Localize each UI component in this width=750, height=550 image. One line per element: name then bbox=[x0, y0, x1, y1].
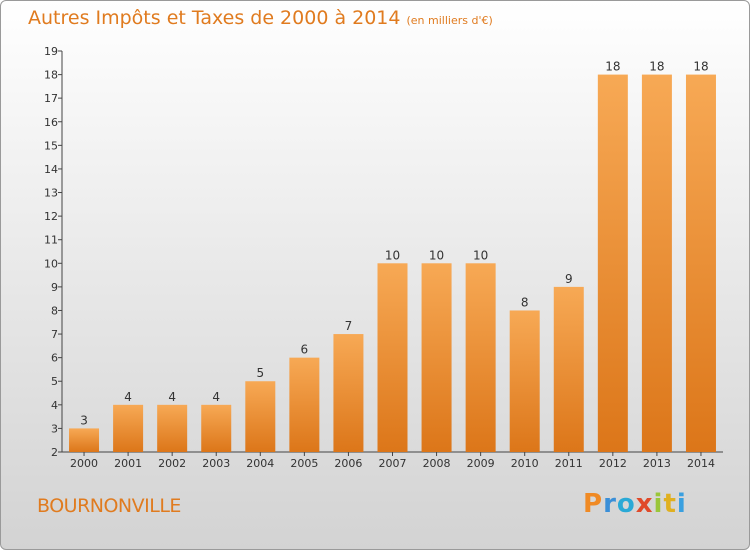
bar-2002 bbox=[157, 404, 188, 452]
y-tick-label: 16 bbox=[44, 116, 58, 129]
x-tick-label: 2009 bbox=[467, 457, 495, 470]
bar-2005 bbox=[289, 357, 320, 452]
data-label-2002: 4 bbox=[168, 390, 176, 404]
bar-2011 bbox=[553, 286, 584, 452]
chart-bars bbox=[69, 74, 716, 453]
bar-2010 bbox=[509, 310, 540, 452]
x-tick-label: 2013 bbox=[643, 457, 671, 470]
data-label-2004: 5 bbox=[256, 366, 264, 380]
data-label-2001: 4 bbox=[124, 390, 132, 404]
chart-title: Autres Impôts et Taxes de 2000 à 2014 (en… bbox=[28, 7, 493, 29]
data-label-2014: 18 bbox=[693, 60, 708, 74]
y-tick-label: 13 bbox=[44, 187, 58, 200]
x-tick-label: 2002 bbox=[158, 457, 186, 470]
x-tick-label: 2012 bbox=[599, 457, 627, 470]
bar-2006 bbox=[333, 334, 364, 452]
bar-2001 bbox=[113, 404, 144, 452]
bar-2003 bbox=[201, 404, 232, 452]
data-label-2007: 10 bbox=[385, 248, 400, 262]
data-label-2010: 8 bbox=[521, 295, 529, 309]
x-tick-label: 2006 bbox=[334, 457, 362, 470]
y-tick-label: 12 bbox=[44, 210, 58, 223]
bar-2012 bbox=[597, 74, 628, 453]
chart-data-labels: 3 4 4 4 5 6 7 10 10 10 8 9 18 18 18 bbox=[80, 60, 708, 428]
x-tick-label: 2004 bbox=[246, 457, 274, 470]
bar-2007 bbox=[377, 263, 408, 452]
x-tick-label: 2014 bbox=[687, 457, 715, 470]
data-label-2006: 7 bbox=[345, 319, 353, 333]
logo-letter: x bbox=[635, 489, 654, 519]
y-tick-label: 9 bbox=[51, 281, 58, 294]
logo-letter: i bbox=[676, 489, 687, 519]
bar-2004 bbox=[245, 381, 276, 452]
bar-2013 bbox=[641, 74, 672, 453]
x-tick-label: 2008 bbox=[423, 457, 451, 470]
y-tick-label: 18 bbox=[44, 69, 58, 82]
chart-subtitle: (en milliers d'€) bbox=[406, 14, 493, 27]
x-tick-label: 2000 bbox=[70, 457, 98, 470]
data-label-2013: 18 bbox=[649, 60, 664, 74]
data-label-2003: 4 bbox=[212, 390, 220, 404]
y-tick-label: 8 bbox=[51, 304, 58, 317]
data-label-2000: 3 bbox=[80, 413, 88, 427]
x-tick-label: 2007 bbox=[379, 457, 407, 470]
y-tick-label: 2 bbox=[51, 446, 58, 459]
y-tick-label: 19 bbox=[44, 45, 58, 58]
bar-2000 bbox=[69, 428, 100, 452]
y-tick-label: 7 bbox=[51, 328, 58, 341]
y-tick-label: 14 bbox=[44, 163, 58, 176]
logo-letter: o bbox=[616, 489, 636, 519]
x-tick-label: 2011 bbox=[555, 457, 583, 470]
bar-2008 bbox=[421, 263, 452, 452]
bar-2014 bbox=[685, 74, 716, 453]
logo-letter: r bbox=[603, 489, 617, 519]
y-tick-label: 11 bbox=[44, 234, 58, 247]
data-label-2005: 6 bbox=[301, 343, 309, 357]
y-tick-label: 4 bbox=[51, 399, 58, 412]
x-tick-label: 2001 bbox=[114, 457, 142, 470]
data-label-2011: 9 bbox=[565, 272, 573, 286]
y-tick-label: 3 bbox=[51, 422, 58, 435]
chart-title-text: Autres Impôts et Taxes de 2000 à 2014 bbox=[28, 7, 401, 29]
y-tick-label: 15 bbox=[44, 139, 58, 152]
data-label-2012: 18 bbox=[605, 60, 620, 74]
proxiti-logo: Proxiti bbox=[583, 489, 687, 519]
x-tick-label: 2005 bbox=[290, 457, 318, 470]
logo-letter: t bbox=[663, 489, 677, 519]
y-tick-label: 5 bbox=[51, 375, 58, 388]
place-name: BOURNONVILLE bbox=[37, 495, 181, 517]
logo-letter: P bbox=[583, 489, 604, 519]
data-label-2008: 10 bbox=[429, 248, 444, 262]
y-tick-label: 10 bbox=[44, 257, 58, 270]
data-label-2009: 10 bbox=[473, 248, 488, 262]
x-tick-label: 2010 bbox=[511, 457, 539, 470]
y-tick-label: 17 bbox=[44, 92, 58, 105]
y-tick-label: 6 bbox=[51, 352, 58, 365]
logo-letter: i bbox=[653, 489, 664, 519]
x-tick-label: 2003 bbox=[202, 457, 230, 470]
bar-2009 bbox=[465, 263, 496, 452]
